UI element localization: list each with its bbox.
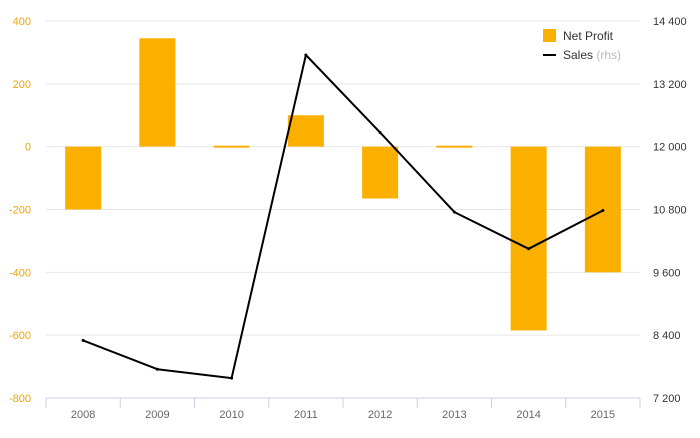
left-axis-tick-label: 0 — [25, 142, 31, 154]
left-axis-tick-label: -800 — [9, 393, 31, 405]
net-profit-bars — [65, 38, 621, 331]
sales-line-group — [81, 53, 605, 380]
right-axis-tick-label: 12 000 — [653, 142, 687, 154]
net-profit-bar — [436, 145, 473, 148]
net-profit-bar — [139, 38, 176, 147]
sales-point — [81, 338, 85, 342]
net-profit-bar — [287, 115, 324, 147]
right-axis-tick-label: 7 200 — [653, 393, 681, 405]
sales-point — [304, 53, 308, 57]
net-profit-legend-label: Net Profit — [563, 29, 614, 43]
sales-point — [601, 209, 605, 213]
sales-legend-label: Sales (rhs) — [563, 48, 621, 62]
net-profit-bar — [65, 146, 102, 210]
sales-point — [230, 376, 234, 380]
x-axis-tick-label: 2015 — [591, 409, 615, 421]
legend: Net Profit Sales (rhs) — [543, 29, 621, 62]
sales-point — [452, 210, 456, 214]
x-axis-tick-label: 2008 — [71, 409, 95, 421]
x-axis-tick-label: 2014 — [516, 409, 540, 421]
sales-point — [378, 131, 382, 135]
sales-point — [155, 367, 159, 371]
right-axis-tick-label: 8 400 — [653, 330, 681, 342]
x-axis-tick-label: 2010 — [219, 409, 243, 421]
right-axis-tick-label: 13 200 — [653, 79, 687, 91]
net-profit-bar — [213, 145, 250, 148]
sales-legend-suffix: (rhs) — [596, 48, 621, 62]
net-profit-legend-swatch — [543, 29, 556, 42]
right-axis-tick-label: 10 800 — [653, 205, 687, 217]
left-axis-tick-label: 400 — [13, 16, 31, 28]
net-profit-bar — [510, 146, 547, 331]
x-axis-tick-label: 2009 — [145, 409, 169, 421]
x-axis-tick-label: 2012 — [368, 409, 392, 421]
left-axis-tick-label: -200 — [9, 205, 31, 217]
x-axis-tick-label: 2011 — [294, 409, 318, 421]
grid-lines — [46, 20, 640, 336]
left-axis-tick-label: -600 — [9, 330, 31, 342]
right-axis-tick-label: 14 400 — [653, 16, 687, 28]
sales-line — [82, 54, 604, 380]
left-axis-tick-label: -400 — [9, 267, 31, 279]
left-axis-tick-label: 200 — [13, 79, 31, 91]
x-axis-tick-label: 2013 — [442, 409, 466, 421]
sales-point — [527, 247, 531, 251]
net-profit-bar — [362, 146, 399, 199]
axes: 400 200 0 -200 -400 -600 -800 14 400 13 200 12 00… — [9, 16, 687, 421]
right-axis-tick-label: 9 600 — [653, 267, 681, 279]
